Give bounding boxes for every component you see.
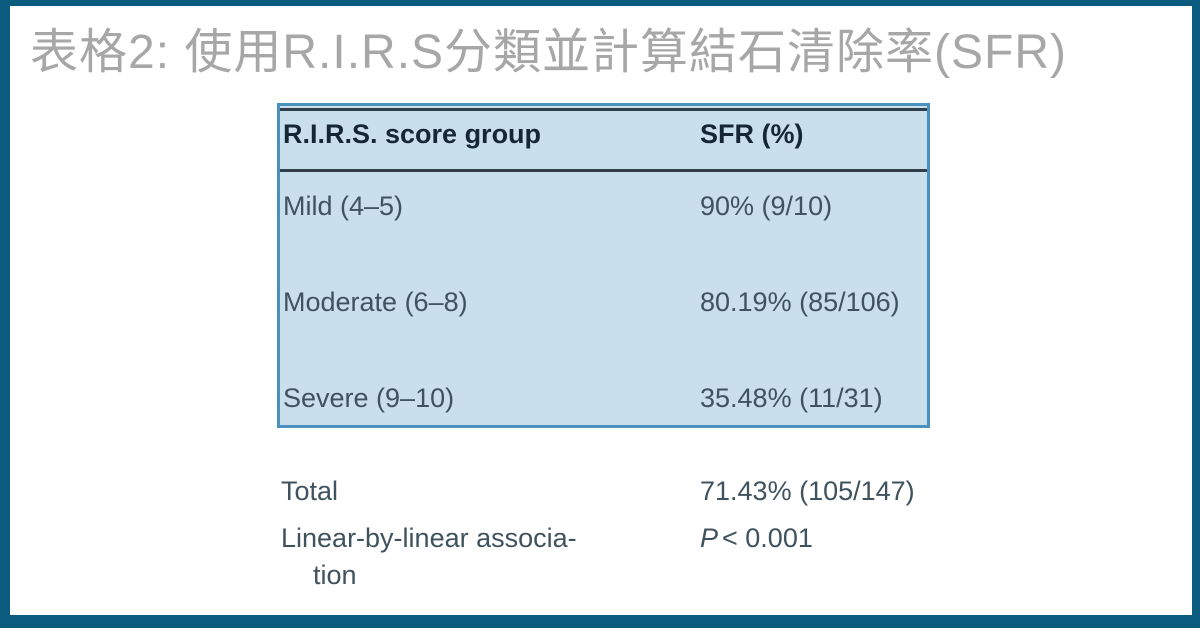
total-value: 71.43% (105/147) bbox=[700, 476, 915, 506]
p-symbol: P bbox=[700, 523, 719, 553]
table-row-mild-group: Mild (4–5) bbox=[283, 191, 404, 221]
total-label: Total bbox=[281, 476, 339, 506]
highlighted-table: R.I.R.S. score group SFR (%) Mild (4–5) … bbox=[277, 103, 930, 428]
table-row-moderate-group: Moderate (6–8) bbox=[283, 287, 468, 317]
association-label-line1: Linear-by-linear associa- bbox=[281, 523, 577, 553]
page-title: 表格2: 使用R.I.R.S分類並計算結石清除率(SFR) bbox=[30, 26, 1068, 79]
association-label-line2: tion bbox=[313, 560, 357, 590]
table-row-severe-sfr: 35.48% (11/31) bbox=[700, 383, 883, 413]
table-header-rule bbox=[280, 169, 927, 172]
table-row-moderate-sfr: 80.19% (85/106) bbox=[700, 287, 900, 317]
table-header-score-group: R.I.R.S. score group bbox=[283, 119, 542, 149]
table-row-severe-group: Severe (9–10) bbox=[283, 383, 455, 413]
table-top-rule bbox=[280, 108, 927, 111]
p-value-text: < 0.001 bbox=[722, 523, 813, 553]
table-row-mild-sfr: 90% (9/10) bbox=[700, 191, 833, 221]
association-p-value: P < 0.001 bbox=[700, 523, 813, 554]
table-header-sfr: SFR (%) bbox=[700, 119, 804, 149]
